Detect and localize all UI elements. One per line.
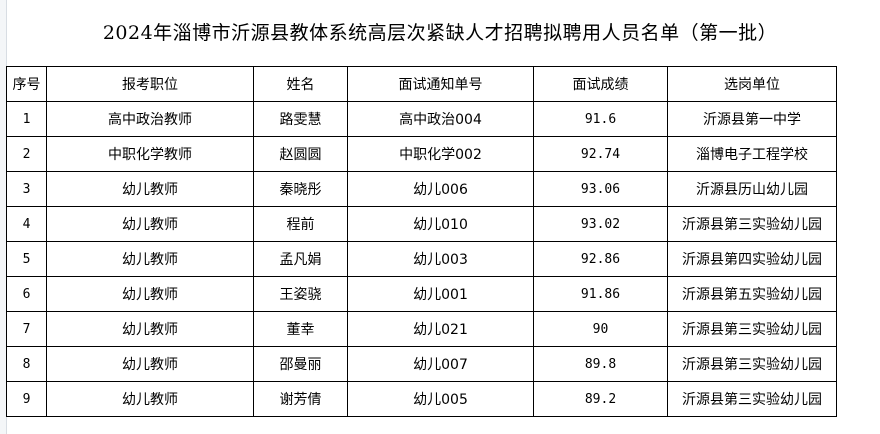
cell-unit: 沂源县第五实验幼儿园 bbox=[667, 276, 837, 312]
cell-name: 孟凡娟 bbox=[253, 241, 348, 277]
cell-score: 89.8 bbox=[533, 346, 668, 382]
cell-score: 90 bbox=[533, 311, 668, 347]
cell-position: 高中政治教师 bbox=[46, 101, 254, 137]
header-index: 序号 bbox=[6, 66, 47, 102]
cell-position: 幼儿教师 bbox=[46, 346, 254, 382]
cell-score: 92.74 bbox=[533, 136, 668, 172]
header-score: 面试成绩 bbox=[533, 66, 668, 102]
table-row: 7 幼儿教师 董幸 幼儿021 90 沂源县第三实验幼儿园 bbox=[6, 311, 837, 347]
table-row: 5 幼儿教师 孟凡娟 幼儿003 92.86 沂源县第四实验幼儿园 bbox=[6, 241, 837, 277]
cell-index: 4 bbox=[6, 206, 47, 242]
cell-score: 91.6 bbox=[533, 101, 668, 137]
cell-notice-number: 幼儿006 bbox=[347, 171, 534, 207]
header-name: 姓名 bbox=[253, 66, 348, 102]
page-title: 2024年淄博市沂源县教体系统高层次紧缺人才招聘拟聘用人员名单（第一批） bbox=[102, 22, 778, 44]
cell-notice-number: 幼儿001 bbox=[347, 276, 534, 312]
cell-position: 幼儿教师 bbox=[46, 276, 254, 312]
cell-position: 幼儿教师 bbox=[46, 381, 254, 417]
cell-index: 5 bbox=[6, 241, 47, 277]
cell-score: 93.02 bbox=[533, 206, 668, 242]
cell-notice-number: 幼儿021 bbox=[347, 311, 534, 347]
cell-index: 8 bbox=[6, 346, 47, 382]
cell-score: 91.86 bbox=[533, 276, 668, 312]
header-position: 报考职位 bbox=[46, 66, 254, 102]
cell-name: 王姿骁 bbox=[253, 276, 348, 312]
cell-index: 1 bbox=[6, 101, 47, 137]
cell-index: 3 bbox=[6, 171, 47, 207]
table-row: 1 高中政治教师 路雯慧 高中政治004 91.6 沂源县第一中学 bbox=[6, 101, 837, 137]
cell-notice-number: 幼儿005 bbox=[347, 381, 534, 417]
personnel-table: 序号 报考职位 姓名 面试通知单号 面试成绩 选岗单位 1 高中政治教师 路雯慧 高中政治004… bbox=[6, 66, 837, 417]
cell-notice-number: 中职化学002 bbox=[347, 136, 534, 172]
cell-position: 中职化学教师 bbox=[46, 136, 254, 172]
cell-notice-number: 高中政治004 bbox=[347, 101, 534, 137]
cell-unit: 沂源县历山幼儿园 bbox=[667, 171, 837, 207]
cell-name: 谢芳倩 bbox=[253, 381, 348, 417]
cell-score: 89.2 bbox=[533, 381, 668, 417]
cell-name: 邵曼丽 bbox=[253, 346, 348, 382]
cell-score: 93.06 bbox=[533, 171, 668, 207]
cell-unit: 沂源县第三实验幼儿园 bbox=[667, 346, 837, 382]
cell-position: 幼儿教师 bbox=[46, 311, 254, 347]
table-row: 6 幼儿教师 王姿骁 幼儿001 91.86 沂源县第五实验幼儿园 bbox=[6, 276, 837, 312]
header-unit: 选岗单位 bbox=[667, 66, 837, 102]
table-row: 9 幼儿教师 谢芳倩 幼儿005 89.2 沂源县第三实验幼儿园 bbox=[6, 381, 837, 417]
cell-index: 7 bbox=[6, 311, 47, 347]
table-row: 8 幼儿教师 邵曼丽 幼儿007 89.8 沂源县第三实验幼儿园 bbox=[6, 346, 837, 382]
cell-score: 92.86 bbox=[533, 241, 668, 277]
cell-unit: 淄博电子工程学校 bbox=[667, 136, 837, 172]
table-header-row: 序号 报考职位 姓名 面试通知单号 面试成绩 选岗单位 bbox=[6, 66, 837, 102]
cell-name: 秦晓彤 bbox=[253, 171, 348, 207]
cell-index: 6 bbox=[6, 276, 47, 312]
cell-name: 董幸 bbox=[253, 311, 348, 347]
cell-position: 幼儿教师 bbox=[46, 241, 254, 277]
cell-position: 幼儿教师 bbox=[46, 171, 254, 207]
table-row: 4 幼儿教师 程前 幼儿010 93.02 沂源县第三实验幼儿园 bbox=[6, 206, 837, 242]
cell-unit: 沂源县第三实验幼儿园 bbox=[667, 311, 837, 347]
cell-notice-number: 幼儿003 bbox=[347, 241, 534, 277]
header-notice-number: 面试通知单号 bbox=[347, 66, 534, 102]
cell-index: 2 bbox=[6, 136, 47, 172]
cell-unit: 沂源县第三实验幼儿园 bbox=[667, 206, 837, 242]
cell-unit: 沂源县第三实验幼儿园 bbox=[667, 381, 837, 417]
cell-position: 幼儿教师 bbox=[46, 206, 254, 242]
table-row: 3 幼儿教师 秦晓彤 幼儿006 93.06 沂源县历山幼儿园 bbox=[6, 171, 837, 207]
cell-name: 赵圆圆 bbox=[253, 136, 348, 172]
cell-notice-number: 幼儿010 bbox=[347, 206, 534, 242]
cell-unit: 沂源县第一中学 bbox=[667, 101, 837, 137]
cell-unit: 沂源县第四实验幼儿园 bbox=[667, 241, 837, 277]
cell-name: 路雯慧 bbox=[253, 101, 348, 137]
table-row: 2 中职化学教师 赵圆圆 中职化学002 92.74 淄博电子工程学校 bbox=[6, 136, 837, 172]
cell-name: 程前 bbox=[253, 206, 348, 242]
cell-index: 9 bbox=[6, 381, 47, 417]
cell-notice-number: 幼儿007 bbox=[347, 346, 534, 382]
